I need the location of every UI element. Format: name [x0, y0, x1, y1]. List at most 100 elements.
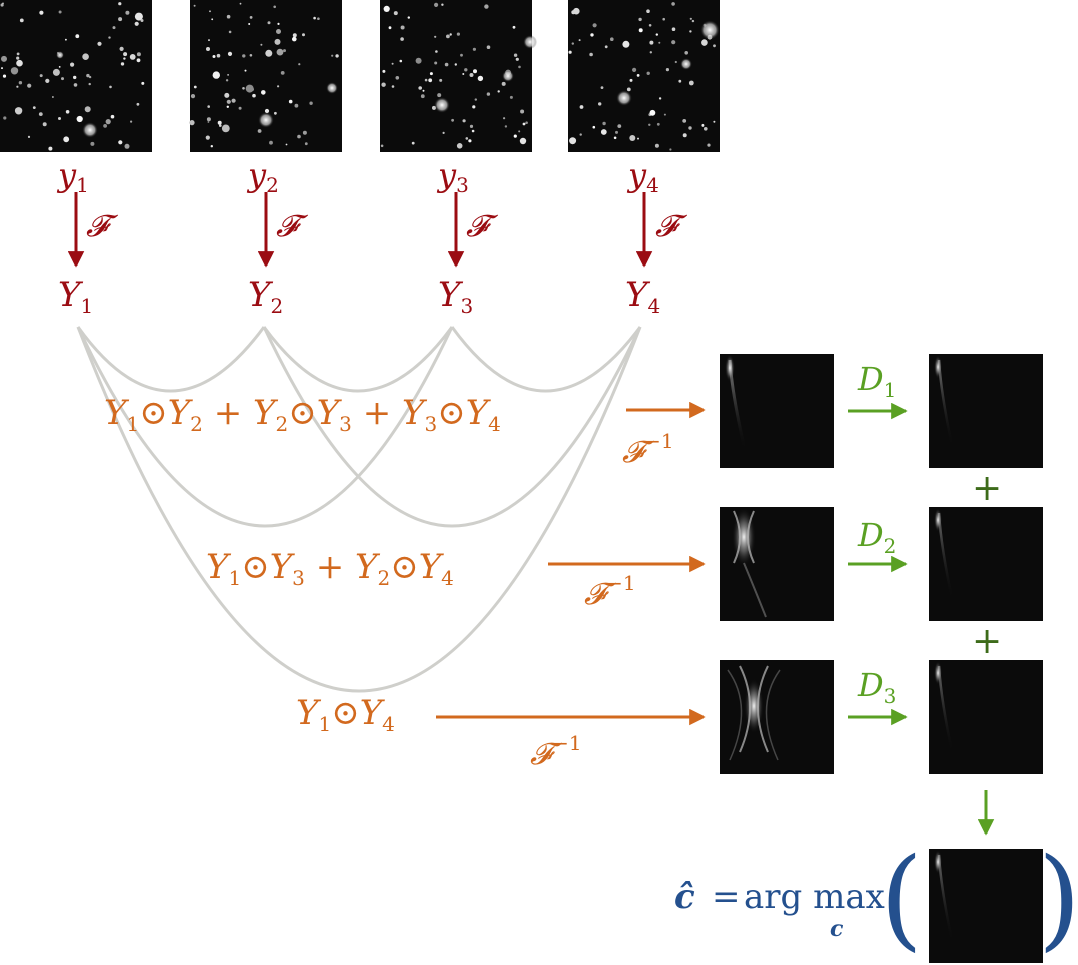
star-speck — [472, 47, 476, 51]
close-paren: ) — [1038, 834, 1078, 962]
star-speck — [462, 73, 465, 75]
star-speck — [269, 140, 273, 145]
result-expression: ĉ = arg max c ( ) — [674, 834, 1078, 962]
input-images — [0, 0, 720, 152]
star-speck — [217, 120, 222, 125]
star-speck — [65, 110, 70, 114]
star-speck — [58, 66, 61, 68]
star-speck — [2, 74, 7, 78]
inverse-fourier-label: 𝓕−1 — [622, 429, 674, 470]
product-row-3: Y1⊙Y4 𝓕−1 — [296, 693, 706, 772]
star-speck — [212, 55, 216, 58]
star-speck — [600, 129, 607, 135]
star-speck — [48, 146, 53, 151]
star-speck — [317, 17, 320, 21]
star-speck — [288, 99, 293, 104]
star-speck — [393, 11, 398, 16]
star-speck — [469, 73, 474, 77]
star-speck — [82, 53, 89, 60]
star-speck — [571, 42, 574, 45]
star-speck — [649, 109, 656, 116]
star-speck — [590, 33, 594, 37]
star-speck — [617, 124, 622, 128]
star-speck — [671, 2, 675, 6]
star-speck — [134, 21, 139, 26]
star-speck — [273, 5, 276, 9]
filter-1: D1 — [848, 360, 908, 420]
star-speck — [569, 137, 577, 145]
star-speck — [497, 90, 500, 93]
star-speck — [276, 29, 281, 34]
star-speck — [486, 45, 491, 49]
filter-label: D3 — [857, 666, 896, 708]
star-speck — [472, 105, 476, 109]
star-speck — [209, 10, 211, 13]
star-speck — [456, 32, 460, 36]
star-speck — [277, 85, 280, 88]
star-speck — [129, 54, 136, 60]
star-speck — [110, 114, 115, 119]
star-speck — [380, 144, 384, 148]
star-speck — [189, 120, 195, 126]
input-column-3: y3 𝓕 Y3 — [436, 156, 499, 318]
star-speck — [501, 81, 506, 86]
y-symbol: y1 — [56, 156, 89, 197]
star-speck — [39, 74, 43, 78]
star-speck — [298, 63, 301, 66]
star-speck — [141, 81, 145, 85]
curve-Y1-Y2 — [76, 326, 266, 393]
fourier-label: 𝓕 — [655, 209, 688, 244]
star-speck — [249, 16, 253, 19]
star-speck — [671, 40, 676, 45]
star-speck — [302, 130, 307, 135]
star-speck — [486, 92, 491, 96]
star-speck — [118, 2, 122, 6]
product-row-2: Y1⊙Y3 + Y2⊙Y4 𝓕−1 — [206, 547, 706, 612]
input-image-2 — [189, 0, 342, 152]
star-speck — [193, 4, 196, 7]
Y-symbol: Y1 — [58, 275, 93, 318]
star-speck — [626, 87, 631, 92]
star-speck — [76, 115, 83, 123]
input-column-4: y4 𝓕 Y4 — [625, 156, 688, 318]
input-column-1: y1 𝓕 Y1 — [56, 156, 119, 318]
star-speck — [477, 75, 484, 82]
star-speck — [136, 102, 140, 106]
star-speck — [579, 133, 582, 136]
star-speck — [292, 36, 297, 42]
star-speck — [658, 41, 661, 44]
star-speck — [16, 56, 20, 60]
star-speck — [688, 126, 692, 130]
star-speck — [649, 51, 652, 54]
star-speck — [280, 71, 285, 75]
star-speck — [211, 18, 214, 21]
star-speck — [471, 129, 475, 133]
star-speck — [309, 101, 313, 105]
star-speck — [701, 39, 708, 46]
star-speck — [474, 98, 477, 101]
star-speck — [629, 135, 636, 141]
star-speck — [210, 145, 213, 148]
star-speck — [105, 119, 111, 125]
star-speck — [249, 54, 253, 57]
star-speck — [424, 78, 428, 82]
star-speck — [573, 7, 580, 15]
star-speck — [42, 122, 47, 127]
curve-Y3-Y4 — [450, 326, 642, 393]
y-symbol: y2 — [246, 156, 279, 197]
star-speck — [108, 36, 111, 39]
star-speck — [16, 59, 23, 67]
star-speck — [484, 4, 489, 9]
star-speck — [120, 62, 125, 66]
star-speck — [19, 18, 24, 23]
star-speck — [225, 79, 229, 82]
star-speck — [515, 57, 519, 61]
star-speck — [58, 10, 62, 14]
star-speck — [707, 143, 711, 147]
star-speck — [437, 93, 442, 98]
star-speck — [285, 143, 288, 146]
curve-Y1-Y3 — [76, 326, 454, 528]
star-speck — [205, 135, 210, 140]
star-speck — [84, 106, 91, 113]
Y-symbol: Y2 — [248, 275, 283, 318]
